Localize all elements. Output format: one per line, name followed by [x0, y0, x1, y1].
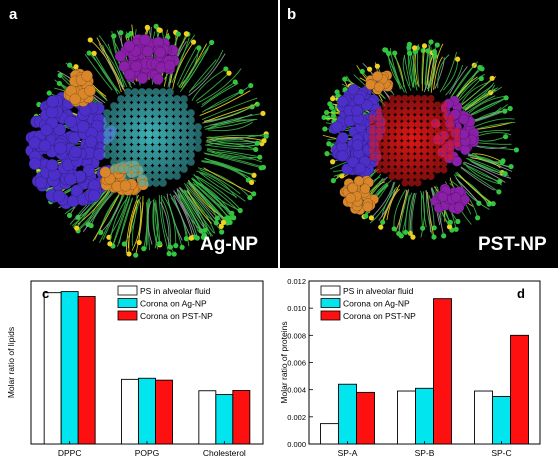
y-tick-label: 0.006: [287, 359, 306, 368]
x-tick-label: POPG: [135, 448, 160, 458]
bar-sp-c-1: [474, 390, 493, 445]
y-tick-label: 0.012: [287, 277, 306, 286]
y-tick-label: 0.010: [287, 304, 306, 313]
y-tick-label: 0.008: [287, 331, 306, 340]
bar-sp-c-3: [510, 334, 529, 445]
panel-letter-c: c: [42, 286, 49, 301]
legend-label: Corona on PST-NP: [343, 311, 416, 321]
bar-cholesterol-1: [198, 390, 217, 445]
x-tick-label: SP-C: [491, 448, 511, 458]
bar-dppc-3: [77, 296, 96, 445]
bar-sp-b-1: [397, 390, 416, 445]
panel-letter-d: d: [517, 286, 525, 301]
bar-dppc-2: [60, 291, 79, 445]
pst-np-render: [321, 39, 520, 240]
protein-ratio-chart: 0.000 0.002 0.004 0.006 0.008 0.010 0.012 Molar…: [279, 277, 541, 458]
bar-dppc-1: [43, 292, 62, 445]
legend-swatch: [117, 285, 138, 296]
y-tick-label: 0.000: [287, 440, 306, 449]
bar-sp-a-2: [338, 383, 357, 445]
legend-label: Corona on PST-NP: [140, 311, 213, 321]
y-tick-label: 0.004: [287, 386, 306, 395]
ag-np-label: Ag-NP: [200, 234, 259, 255]
pst-np-label: PST-NP: [478, 234, 547, 255]
bar-sp-b-3: [433, 298, 452, 445]
pst-np-simulation-image: b PST-NP: [280, 0, 558, 268]
x-tick-label: DPPC: [58, 448, 82, 458]
legend-swatch: [320, 310, 341, 321]
lipid-ratio-chart: Molar ratio of lipids DPPC POPG Cholesterol…: [6, 280, 264, 458]
bar-sp-a-3: [356, 391, 375, 445]
y-axis-label: Molar ratio of proteins: [279, 321, 289, 403]
y-axis-label: Molar ratio of lipids: [6, 327, 16, 398]
bar-popg-3: [155, 379, 173, 445]
legend-swatch: [320, 285, 341, 296]
bar-popg-2: [138, 377, 156, 445]
legend-swatch: [320, 298, 341, 308]
legend-label: Corona on Ag-NP: [343, 299, 410, 309]
legend-swatch: [117, 310, 138, 321]
ag-np-render: [25, 23, 269, 258]
legend-swatch: [117, 298, 138, 308]
bar-sp-a-1: [320, 423, 339, 445]
legend-label: PS in alveolar fluid: [140, 286, 211, 296]
bar-cholesterol-2: [215, 394, 234, 445]
y-tick-label: 0.002: [287, 413, 306, 422]
panel-letter-a: a: [9, 6, 18, 23]
bar-sp-b-2: [415, 387, 434, 445]
x-tick-label: Cholesterol: [203, 448, 246, 458]
panel-letter-b: b: [287, 6, 297, 23]
bar-popg-1: [121, 378, 139, 445]
legend-label: Corona on Ag-NP: [140, 299, 207, 309]
bar-cholesterol-3: [232, 390, 251, 445]
bar-sp-c-2: [492, 396, 511, 445]
x-tick-label: SP-B: [415, 448, 435, 458]
ag-np-simulation-image: a Ag-NP: [0, 0, 278, 268]
legend-label: PS in alveolar fluid: [343, 286, 414, 296]
x-tick-label: SP-A: [338, 448, 358, 458]
